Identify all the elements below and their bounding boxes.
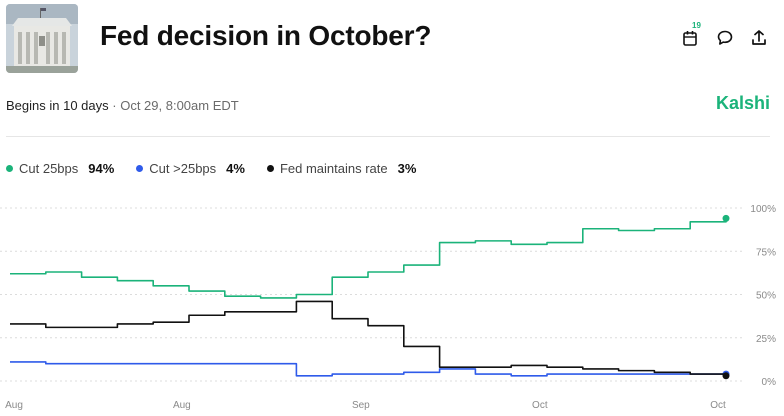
legend-label: Cut >25bps	[149, 161, 217, 176]
x-tick-label: Aug	[173, 400, 191, 411]
series-end-point-0	[722, 214, 730, 222]
series-line-0	[10, 218, 727, 299]
event-date: Oct 29, 8:00am EDT	[120, 98, 239, 113]
legend-label: Fed maintains rate	[279, 161, 388, 176]
share-button[interactable]	[748, 27, 770, 49]
series-line-2	[10, 300, 727, 376]
x-tick-label: Oct	[532, 400, 548, 411]
page-title: Fed decision in October?	[100, 20, 432, 51]
market-header: Fed decision in October? 19	[0, 0, 784, 80]
comment-icon	[717, 30, 733, 45]
legend-value: 3%	[397, 161, 417, 176]
market-thumbnail	[6, 4, 78, 73]
calendar-count-badge: 19	[692, 21, 701, 30]
brand-logo[interactable]: Kalshi	[715, 93, 770, 113]
y-tick-label: 100%	[750, 204, 776, 215]
legend-dot-cut-25bps	[6, 165, 13, 172]
y-tick-label: 75%	[756, 247, 776, 258]
legend-label: Cut 25bps	[19, 161, 79, 176]
legend-dot-fed-maintains	[266, 165, 274, 172]
meta-separator: ·	[112, 98, 117, 113]
begins-label: Begins in 10 days	[6, 98, 109, 113]
x-tick-label: Aug	[5, 400, 23, 411]
legend-value: 4%	[226, 161, 245, 176]
x-tick-label: Sep	[352, 400, 370, 411]
y-tick-label: 50%	[756, 291, 776, 302]
chart-legend: Cut 25bps 94% Cut >25bps 4% Fed maintain…	[6, 161, 416, 176]
probability-chart[interactable]: 0% 25% 50% 75% 100% Aug Aug Sep Oct Oct	[0, 195, 784, 416]
calendar-button[interactable]: 19	[680, 21, 702, 49]
share-icon	[752, 30, 766, 45]
legend-item-fed-maintains[interactable]: Fed maintains rate 3%	[266, 161, 417, 176]
y-tick-label: 0%	[762, 377, 777, 388]
x-tick-label: Oct	[710, 400, 726, 411]
legend-item-cut-25bps[interactable]: Cut 25bps 94%	[6, 161, 114, 176]
series-end-point-2	[722, 372, 730, 380]
y-tick-label: 25%	[756, 334, 776, 345]
header-actions: 19	[680, 21, 770, 50]
comment-button[interactable]	[714, 27, 736, 49]
legend-item-cut-over-25bps[interactable]: Cut >25bps 4%	[136, 161, 245, 176]
divider	[6, 136, 770, 137]
legend-value: 94%	[88, 161, 115, 176]
legend-dot-cut-over-25bps	[136, 165, 144, 172]
calendar-icon	[683, 31, 697, 46]
market-timing: Begins in 10 days · Oct 29, 8:00am EDT	[6, 98, 239, 113]
series-line-1	[10, 361, 726, 377]
